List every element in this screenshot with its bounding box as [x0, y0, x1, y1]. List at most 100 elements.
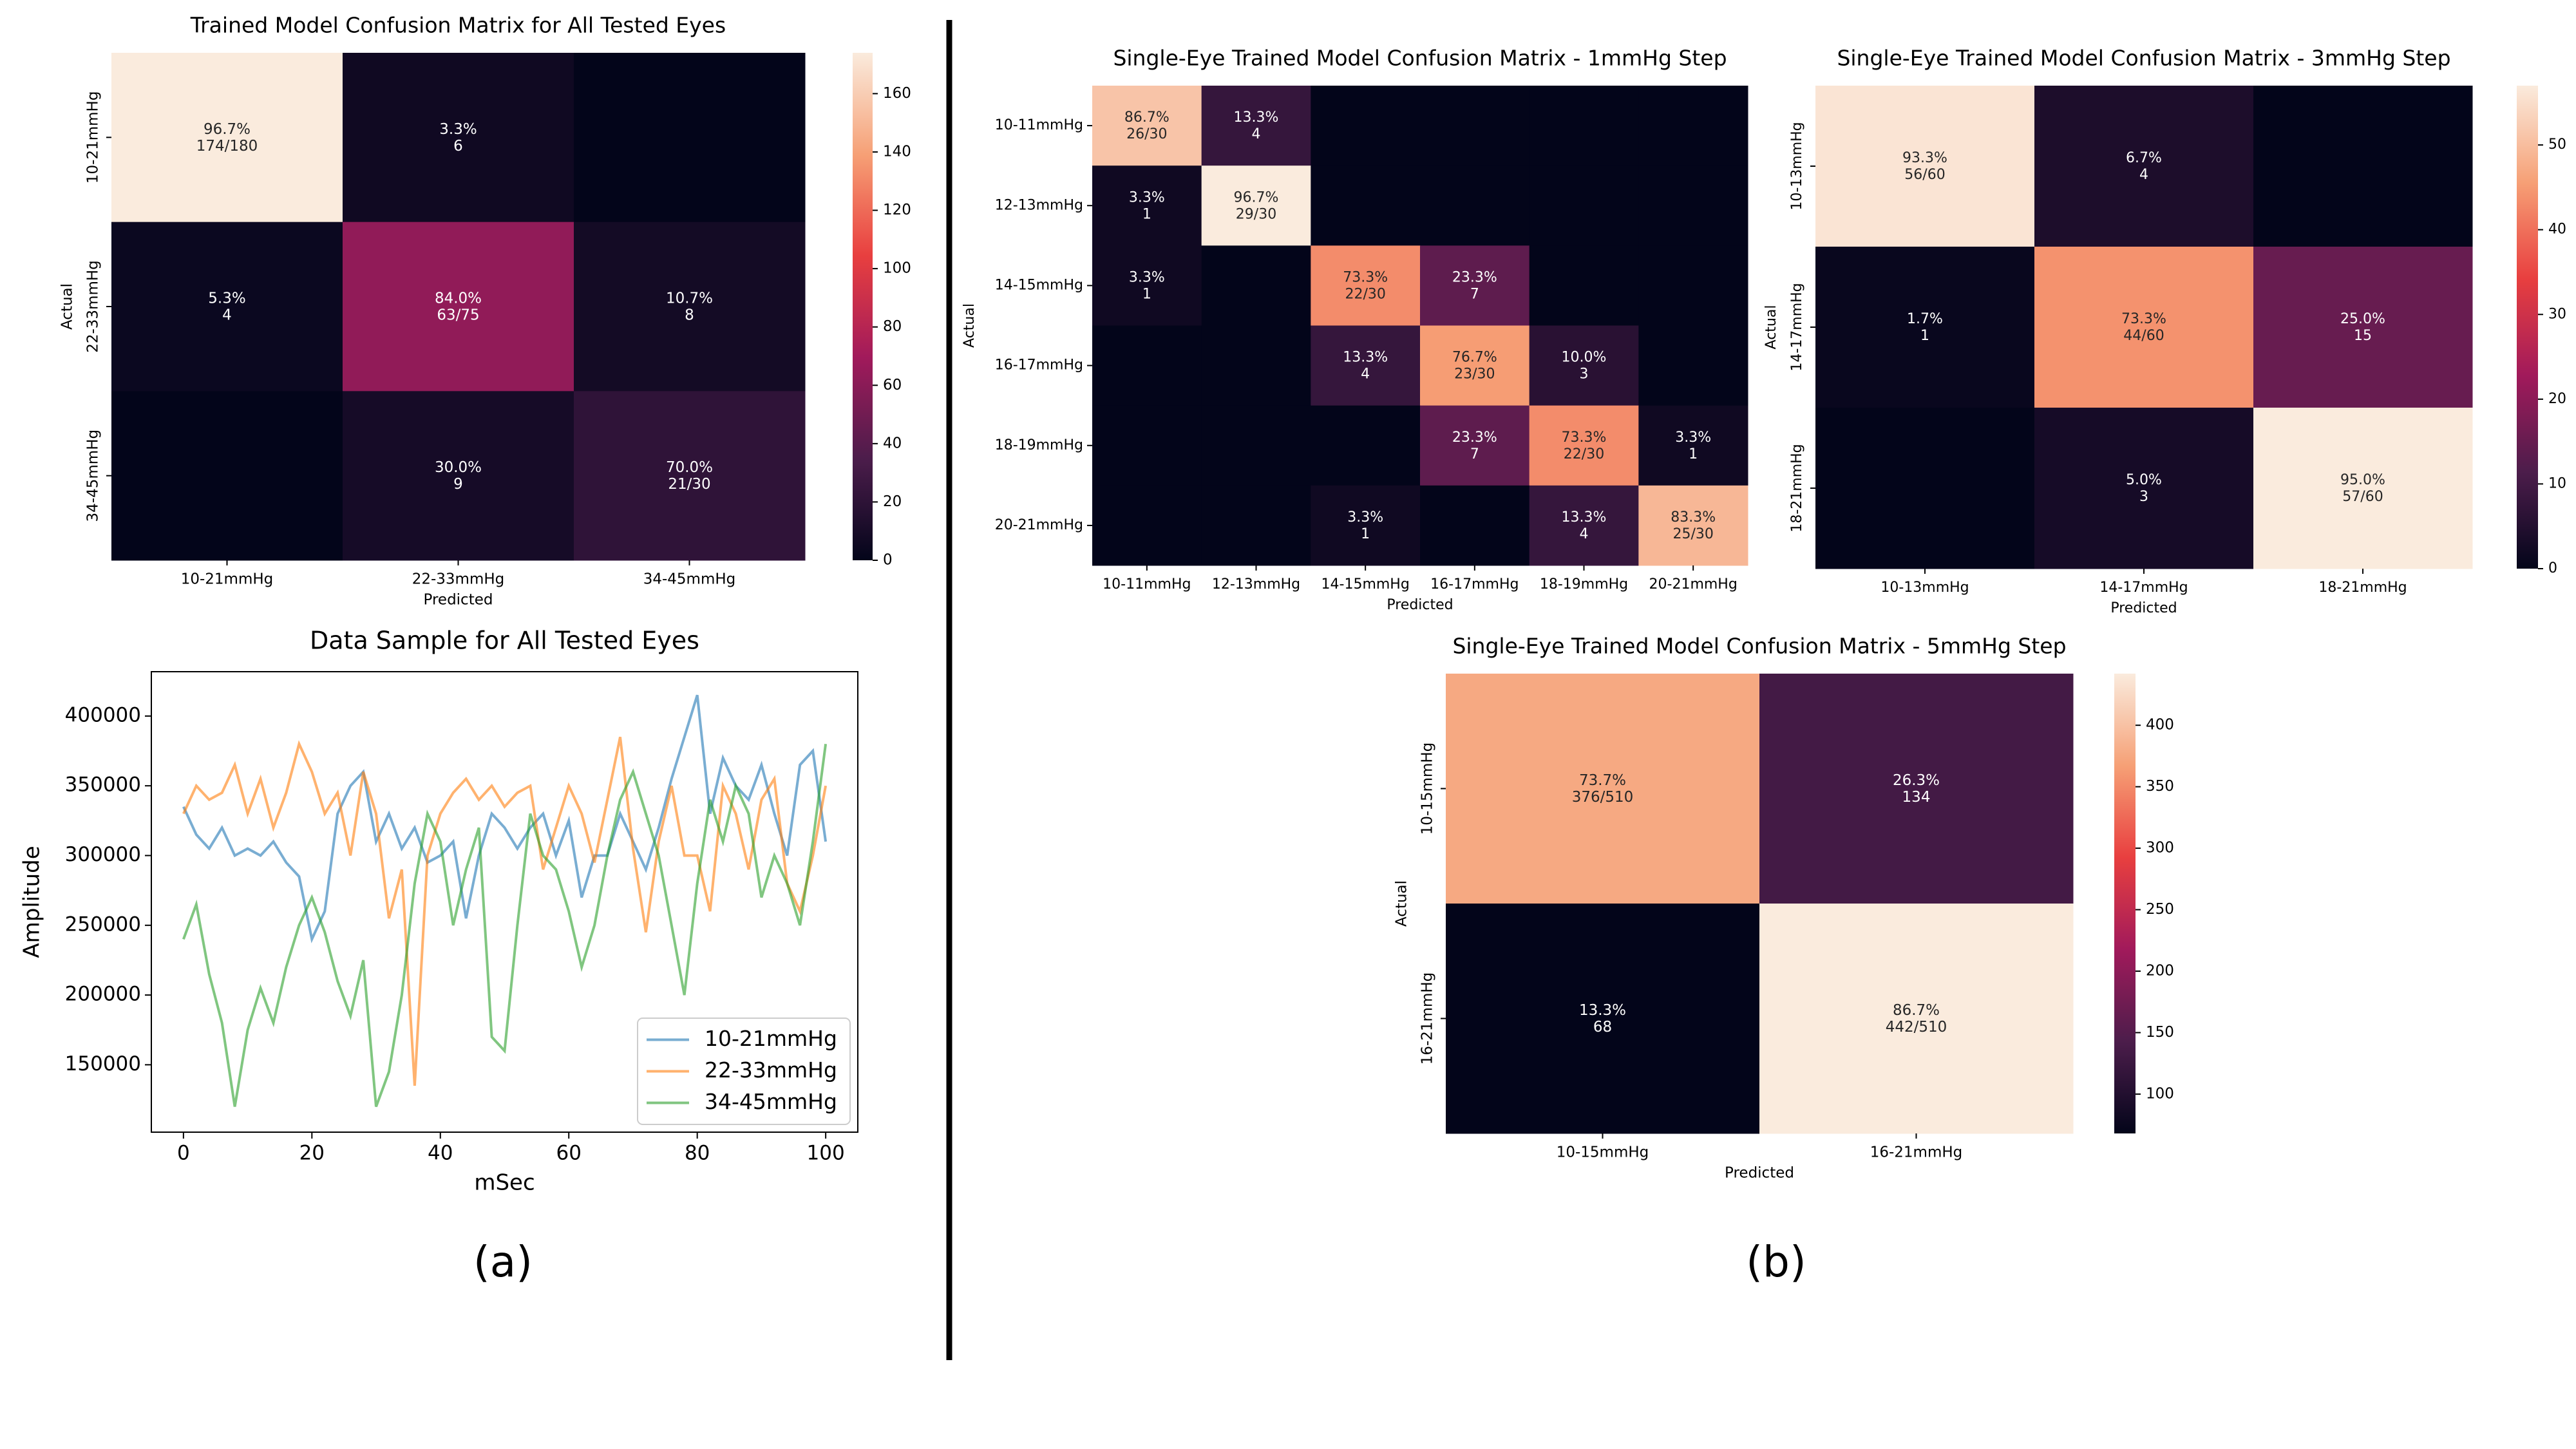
colorbar-tick-label: 40	[2548, 222, 2566, 238]
cell-count-label: 22/30	[1564, 446, 1604, 462]
colorbar-tick-label: 80	[883, 318, 902, 335]
cell-percent-label: 13.3%	[1579, 1002, 1626, 1019]
heatmap-cell	[343, 391, 574, 561]
y-tick-label: 200000	[65, 983, 141, 1006]
chart-title: Single-Eye Trained Model Confusion Matri…	[1113, 46, 1727, 71]
heatmap-cell	[2253, 247, 2473, 408]
cell-percent-label: 23.3%	[1452, 430, 1497, 446]
heatmap-cell	[1420, 325, 1530, 406]
x-tick-label: 14-15mmHg	[1321, 576, 1410, 592]
heatmap-cell	[1201, 86, 1311, 166]
cell-count-label: 29/30	[1236, 206, 1276, 222]
heatmap-cell	[1201, 325, 1311, 406]
heatmap-cell	[1638, 86, 1748, 166]
cell-percent-label: 30.0%	[435, 459, 482, 476]
y-axis-label: Actual	[1763, 305, 1779, 350]
cell-count-label: 1	[1142, 206, 1151, 222]
cell-percent-label: 5.3%	[208, 290, 245, 307]
cell-percent-label: 3.3%	[1347, 509, 1383, 526]
cell-percent-label: 13.3%	[1343, 350, 1388, 366]
colorbar-tick-label: 0	[2548, 560, 2557, 576]
heatmap-cell	[1311, 166, 1421, 246]
heatmap-cell	[1092, 485, 1202, 566]
heatmap-cell	[1446, 674, 1760, 904]
series-line	[182, 694, 828, 943]
heatmap-cell	[111, 222, 343, 392]
colorbar-tick-label: 350	[2146, 778, 2174, 795]
heatmap-cell	[1638, 325, 1748, 406]
colorbar-tick-label: 10	[2548, 475, 2566, 491]
cell-percent-label: 26.3%	[1893, 772, 1940, 789]
chart-title: Single-Eye Trained Model Confusion Matri…	[1452, 634, 2066, 659]
colorbar-tick-label: 300	[2146, 840, 2174, 857]
cell-percent-label: 73.3%	[2121, 311, 2166, 327]
colorbar-tick-label: 100	[2146, 1085, 2174, 1102]
cell-count-label: 56/60	[1904, 167, 1945, 183]
heatmap-cell	[1529, 245, 1639, 326]
heatmap-cell	[1638, 405, 1748, 486]
heatmap-cell	[1815, 408, 2035, 569]
colorbar-tick-label: 400	[2146, 717, 2174, 734]
y-tick-label: 16-21mmHg	[1419, 972, 1436, 1065]
heatmap-cell	[1311, 325, 1421, 406]
colorbar-tick-label: 20	[2548, 391, 2566, 407]
colorbar-tick-label: 0	[883, 552, 893, 569]
cell-count-label: 26/30	[1126, 126, 1167, 142]
heatmap-cell	[1420, 405, 1530, 486]
x-tick-label: 10-13mmHg	[1880, 580, 1969, 596]
heatmap-cell	[1201, 245, 1311, 326]
cell-percent-label: 96.7%	[1234, 189, 1279, 205]
heatmap-cell	[1201, 405, 1311, 486]
cell-count-label: 3	[2139, 489, 2148, 505]
cell-percent-label: 13.3%	[1562, 509, 1607, 526]
legend-label: 34-45mmHg	[705, 1089, 837, 1114]
cell-percent-label: 73.3%	[1343, 269, 1388, 285]
heatmap-cell	[111, 53, 343, 223]
y-tick-label: 150000	[65, 1052, 141, 1075]
legend-label: 10-21mmHg	[705, 1026, 837, 1051]
panel-label: (a)	[473, 1237, 533, 1287]
colorbar-tick-label: 40	[883, 435, 902, 451]
colorbar-tick-label: 200	[2146, 963, 2174, 980]
y-tick-label: 400000	[65, 703, 141, 726]
heatmap-cell	[1446, 904, 1760, 1134]
heatmap-cell	[1759, 674, 2074, 904]
cell-count-label: 4	[1252, 126, 1261, 142]
heatmap-cell	[1529, 405, 1639, 486]
cell-percent-label: 3.3%	[439, 121, 477, 138]
cell-percent-label: 86.7%	[1893, 1002, 1940, 1019]
x-tick-label: 16-21mmHg	[1870, 1144, 1963, 1161]
x-tick-label: 22-33mmHg	[412, 571, 505, 588]
heatmap-cell	[1815, 86, 2035, 247]
y-tick-label: 10-15mmHg	[1419, 743, 1436, 835]
heatmap-cell	[1311, 485, 1421, 566]
cell-percent-label: 93.3%	[1902, 150, 1947, 166]
heatmap-cell	[574, 391, 806, 561]
chart-title: Data Sample for All Tested Eyes	[310, 627, 699, 655]
heatmap-cell	[343, 222, 574, 392]
y-axis-label: Amplitude	[19, 846, 45, 958]
colorbar-tick-label: 120	[883, 202, 911, 218]
cell-count-label: 23/30	[1454, 366, 1495, 383]
x-tick-label: 10-15mmHg	[1557, 1144, 1649, 1161]
cell-percent-label: 10.0%	[1562, 350, 1607, 366]
cell-count-label: 8	[685, 307, 694, 324]
chart-title: Trained Model Confusion Matrix for All T…	[190, 13, 726, 38]
x-tick-label: 20-21mmHg	[1649, 576, 1738, 592]
cell-count-label: 57/60	[2342, 489, 2383, 505]
cell-count-label: 4	[222, 307, 232, 324]
colorbar	[2517, 86, 2538, 569]
colorbar	[853, 53, 873, 560]
legend-box	[637, 1018, 851, 1125]
cell-count-label: 9	[453, 476, 463, 493]
y-tick-label: 18-21mmHg	[1789, 444, 1805, 532]
panel-label: (b)	[1746, 1237, 1806, 1287]
colorbar-tick-label: 20	[883, 493, 902, 510]
heatmap-cell	[1815, 247, 2035, 408]
x-tick-label: 40	[428, 1142, 453, 1165]
heatmap-cell	[2034, 408, 2254, 569]
cell-count-label: 15	[2354, 328, 2372, 344]
cell-percent-label: 23.3%	[1452, 269, 1497, 285]
cell-count-label: 68	[1593, 1019, 1612, 1036]
